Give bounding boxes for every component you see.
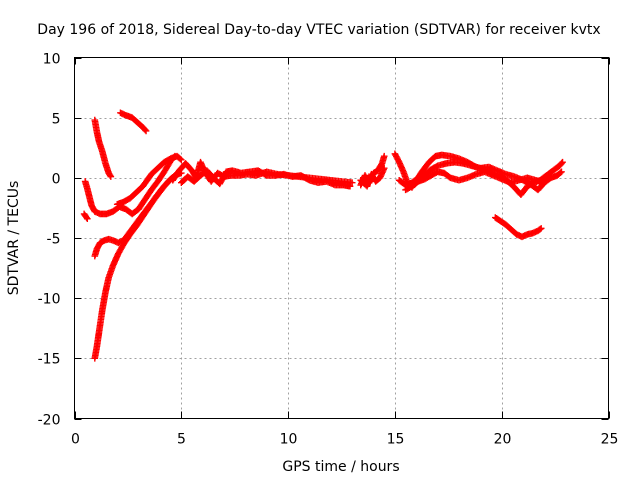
series-arc-15 [491, 214, 545, 241]
data-point [142, 127, 150, 135]
data-point [536, 225, 544, 233]
y-axis-label: SDTVAR / TECUs [6, 181, 22, 296]
x-tick-label: 15 [387, 432, 405, 448]
series-arc-3 [91, 169, 185, 362]
axis-ticks [74, 57, 610, 420]
data-point [558, 168, 565, 176]
series-arc-6 [80, 210, 91, 223]
x-axis-label: GPS time / hours [282, 459, 399, 475]
y-tick-labels: -20 -15 -10 -5 0 5 10 [38, 52, 61, 429]
data-point [348, 179, 356, 186]
x-tick-labels: 0 5 10 15 20 25 [71, 432, 618, 448]
data-point [178, 156, 185, 164]
series-arc-1 [91, 116, 115, 180]
y-tick-label: 10 [43, 52, 61, 68]
data-marks [80, 109, 566, 362]
y-tick-label: -10 [38, 292, 61, 308]
x-tick-label: 5 [177, 432, 186, 448]
data-point [107, 173, 115, 180]
y-tick-label: -5 [47, 232, 61, 248]
data-point [380, 164, 388, 172]
data-point [557, 169, 564, 177]
x-tick-label: 20 [494, 432, 512, 448]
x-tick-label: 0 [71, 432, 80, 448]
y-tick-label: 5 [52, 112, 61, 128]
data-point [84, 215, 91, 223]
series-arc-13 [395, 158, 565, 194]
data-point [558, 159, 566, 167]
y-tick-label: 0 [52, 172, 61, 188]
series-arc-11 [357, 164, 388, 190]
data-point [538, 179, 546, 186]
series-arc-5 [81, 152, 179, 218]
y-tick-label: -20 [38, 413, 61, 429]
data-point [106, 172, 114, 179]
grid [74, 57, 609, 419]
x-tick-label: 25 [601, 432, 619, 448]
data-point [141, 126, 149, 134]
series-arc-7 [113, 152, 185, 208]
series-arc-14 [402, 168, 546, 194]
series-arc-9 [178, 167, 354, 190]
series-arc-2 [117, 109, 150, 135]
y-tick-label: -15 [38, 352, 61, 368]
chart-title: Day 196 of 2018, Sidereal Day-to-day VTE… [37, 22, 600, 38]
data-point [380, 152, 388, 160]
data-point [83, 214, 90, 221]
data-point [346, 182, 354, 190]
data-point [537, 225, 545, 232]
x-tick-label: 10 [280, 432, 298, 448]
data-point [176, 155, 184, 163]
data-point [559, 158, 566, 166]
